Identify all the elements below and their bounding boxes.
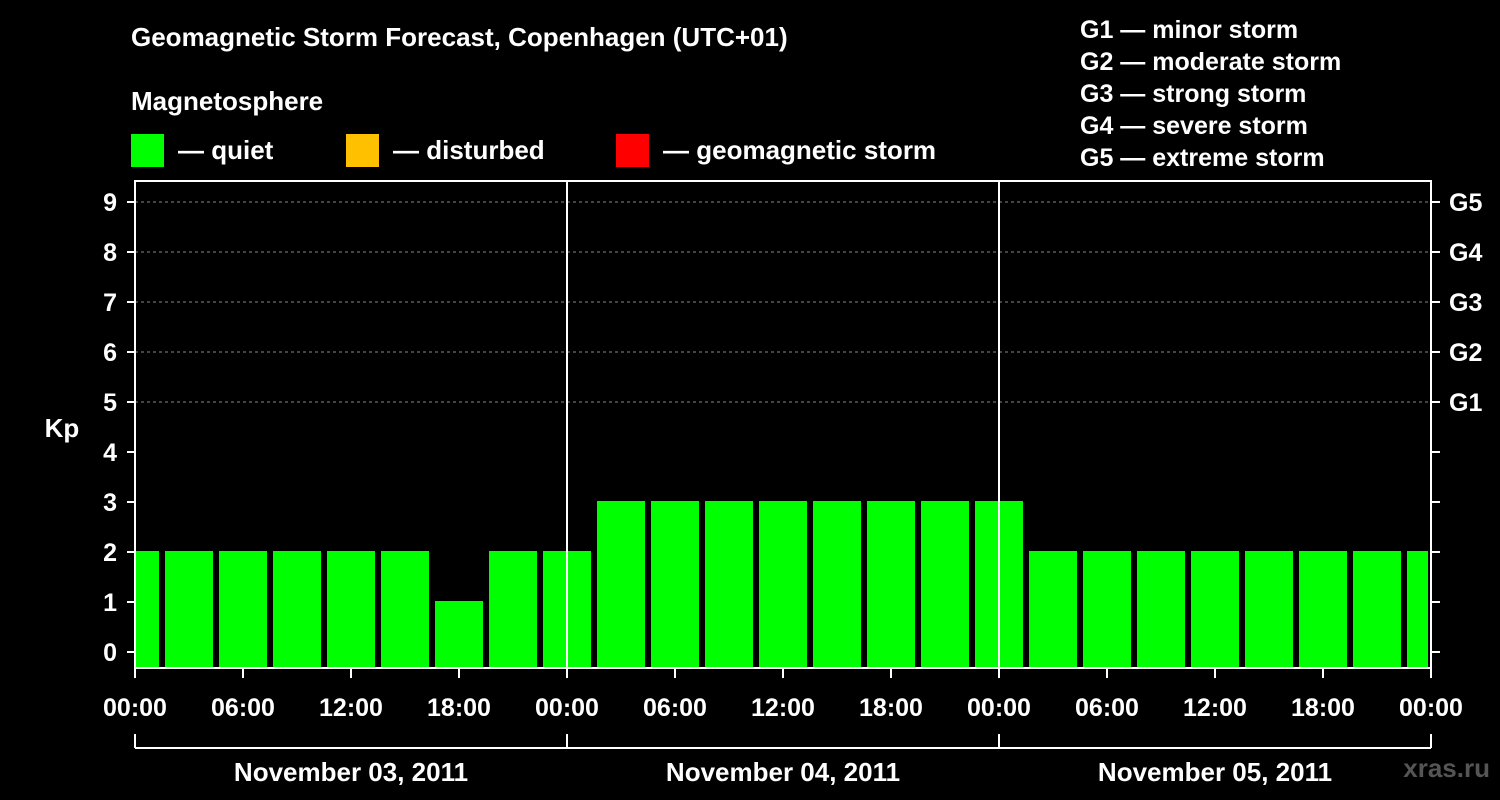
legend-item-disturbed: — disturbed xyxy=(346,133,545,167)
g-axis-label-g3: G3 xyxy=(1449,289,1482,317)
y-tick-label-6: 6 xyxy=(103,339,117,367)
kp-bar-11 xyxy=(705,501,753,668)
kp-bar-22 xyxy=(1299,551,1347,668)
legend-swatch-storm xyxy=(616,133,649,167)
axis-layer: 0 1 2 3 4 5 6 7 8 9 G1 G2 G3 G4 G5 00:00 06:00 12:00 18:00… xyxy=(103,180,1482,787)
legend-label-disturbed: — disturbed xyxy=(393,134,545,165)
day-label-1: November 04, 2011 xyxy=(666,757,900,787)
kp-bar-9 xyxy=(597,501,645,668)
chart-title: Geomagnetic Storm Forecast, Copenhagen (… xyxy=(131,22,788,52)
chart-subtitle: Magnetosphere xyxy=(131,86,324,116)
x-tick-label-6: 12:00 xyxy=(751,694,815,722)
watermark: xras.ru xyxy=(1403,753,1490,783)
kp-bar-3 xyxy=(273,551,321,668)
kp-bar-0 xyxy=(136,551,159,668)
kp-bar-24 xyxy=(1407,551,1428,668)
kp-bar-5 xyxy=(381,551,429,668)
x-tick-label-0: 00:00 xyxy=(103,694,167,722)
kp-bar-2 xyxy=(219,551,267,668)
legend-label-storm: — geomagnetic storm xyxy=(663,134,937,165)
x-tick-label-12: 00:00 xyxy=(1399,694,1463,722)
g-axis-label-g4: G4 xyxy=(1449,239,1482,267)
x-tick-label-8: 00:00 xyxy=(967,694,1031,722)
storm-scale-g5: G5 — extreme storm xyxy=(1080,144,1325,172)
y-tick-label-9: 9 xyxy=(103,189,117,217)
storm-scale-g2: G2 — moderate storm xyxy=(1080,48,1342,76)
x-tick-label-7: 18:00 xyxy=(859,694,923,722)
kp-bar-23 xyxy=(1353,551,1401,668)
y-tick-label-4: 4 xyxy=(103,439,117,467)
x-tick-label-1: 06:00 xyxy=(211,694,275,722)
g-axis-label-g2: G2 xyxy=(1449,339,1482,367)
y-tick-label-1: 1 xyxy=(103,589,117,617)
storm-scale-g3: G3 — strong storm xyxy=(1080,80,1307,108)
y-tick-label-5: 5 xyxy=(103,389,117,417)
legend-label-quiet: — quiet xyxy=(178,134,274,165)
kp-bar-12 xyxy=(759,501,807,668)
kp-bar-6 xyxy=(435,601,483,668)
y-tick-label-0: 0 xyxy=(103,639,117,667)
x-tick-label-4: 00:00 xyxy=(535,694,599,722)
y-axis-label: Kp xyxy=(45,413,80,443)
kp-bar-17 xyxy=(1029,551,1077,668)
kp-bar-4 xyxy=(327,551,375,668)
y-tick-label-2: 2 xyxy=(103,539,117,567)
x-tick-label-11: 18:00 xyxy=(1291,694,1355,722)
x-tick-label-2: 12:00 xyxy=(319,694,383,722)
kp-bar-20 xyxy=(1191,551,1239,668)
x-tick-label-10: 12:00 xyxy=(1183,694,1247,722)
kp-bar-21 xyxy=(1245,551,1293,668)
x-tick-label-5: 06:00 xyxy=(643,694,707,722)
y-tick-label-3: 3 xyxy=(103,489,117,517)
g-axis-label-g5: G5 xyxy=(1449,189,1482,217)
y-tick-label-8: 8 xyxy=(103,239,117,267)
day-label-0: November 03, 2011 xyxy=(234,757,468,787)
x-tick-label-9: 06:00 xyxy=(1075,694,1139,722)
legend-item-storm: — geomagnetic storm xyxy=(616,133,936,167)
storm-scale-legend: G1 — minor storm G2 — moderate storm G3 … xyxy=(1080,14,1341,174)
storm-scale-g1: G1 — minor storm xyxy=(1080,16,1299,44)
y-tick-label-7: 7 xyxy=(103,289,117,317)
grid-layer xyxy=(135,201,1431,403)
day-label-2: November 05, 2011 xyxy=(1098,757,1332,787)
kp-bar-13 xyxy=(813,501,861,668)
legend-swatch-disturbed xyxy=(346,133,379,167)
storm-scale-g4: G4 — severe storm xyxy=(1080,112,1308,140)
x-tick-label-3: 18:00 xyxy=(427,694,491,722)
kp-bar-19 xyxy=(1137,551,1185,668)
kp-bar-10 xyxy=(651,501,699,668)
kp-bar-14 xyxy=(867,501,915,668)
g-axis-label-g1: G1 xyxy=(1449,389,1482,417)
legend-swatch-quiet xyxy=(131,133,164,167)
kp-bar-7 xyxy=(489,551,537,668)
bar-layer xyxy=(136,501,1428,668)
legend-item-quiet: — quiet xyxy=(131,133,273,167)
kp-bar-1 xyxy=(165,551,213,668)
kp-bar-18 xyxy=(1083,551,1131,668)
kp-bar-15 xyxy=(921,501,969,668)
